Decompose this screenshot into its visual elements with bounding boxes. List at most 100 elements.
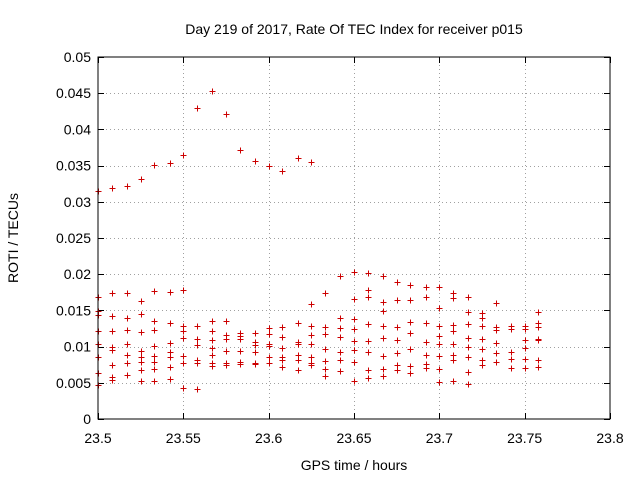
data-point <box>351 347 358 354</box>
data-point <box>407 346 414 353</box>
data-point <box>337 349 344 356</box>
data-point <box>322 366 329 373</box>
data-point <box>351 269 358 276</box>
data-point <box>380 373 387 380</box>
data-point <box>295 155 302 162</box>
data-point <box>308 332 315 339</box>
y-tick-label: 0.05 <box>64 49 91 65</box>
data-point <box>436 379 443 386</box>
data-point <box>124 360 131 367</box>
data-point <box>508 365 515 372</box>
data-point <box>436 323 443 330</box>
data-point <box>266 354 273 361</box>
data-point <box>322 331 329 338</box>
data-point <box>279 357 286 364</box>
y-tick-label: 0.005 <box>56 375 91 391</box>
data-point <box>365 294 372 301</box>
data-point <box>322 324 329 331</box>
data-point <box>194 386 201 393</box>
data-point <box>138 298 145 305</box>
data-point <box>209 318 216 325</box>
data-point <box>351 359 358 366</box>
data-point <box>322 358 329 365</box>
data-point <box>394 297 401 304</box>
data-point <box>180 287 187 294</box>
data-point <box>394 279 401 286</box>
data-point <box>337 334 344 341</box>
data-point <box>308 341 315 348</box>
data-point <box>109 290 116 297</box>
data-point <box>295 357 302 364</box>
x-tick-label: 23.55 <box>166 430 201 446</box>
data-point <box>180 385 187 392</box>
data-point <box>180 152 187 159</box>
data-point <box>209 352 216 359</box>
data-point <box>322 346 329 353</box>
data-point <box>465 294 472 301</box>
data-point <box>436 366 443 373</box>
y-tick-label: 0.02 <box>64 266 91 282</box>
data-point <box>508 326 515 333</box>
data-point <box>109 328 116 335</box>
data-point <box>138 348 145 355</box>
data-point <box>124 352 131 359</box>
data-point <box>365 338 372 345</box>
data-point <box>209 345 216 352</box>
data-point <box>465 309 472 316</box>
data-point <box>223 348 230 355</box>
data-point <box>465 344 472 351</box>
data-point <box>109 362 116 369</box>
data-point <box>167 354 174 361</box>
x-tick-label: 23.65 <box>336 430 371 446</box>
data-point <box>279 168 286 175</box>
plot-frame <box>97 56 611 420</box>
data-point <box>479 323 486 330</box>
data-point <box>138 176 145 183</box>
data-point <box>535 357 542 364</box>
data-point <box>237 348 244 355</box>
data-point <box>337 273 344 280</box>
data-point <box>167 160 174 167</box>
data-point <box>380 323 387 330</box>
data-point <box>493 327 500 334</box>
data-point <box>151 366 158 373</box>
data-point <box>423 320 430 327</box>
data-point <box>151 359 158 366</box>
x-tick-labels: 23.5 23.55 23.6 23.65 23.7 23.75 23.8 <box>84 430 623 446</box>
data-point <box>380 308 387 315</box>
data-point <box>522 326 529 333</box>
data-point <box>365 287 372 294</box>
data-point <box>535 364 542 371</box>
data-point <box>124 315 131 322</box>
data-point <box>522 356 529 363</box>
data-point <box>337 325 344 332</box>
data-point <box>493 300 500 307</box>
data-point <box>436 333 443 340</box>
data-point <box>308 354 315 361</box>
data-point <box>109 377 116 384</box>
data-point <box>493 340 500 347</box>
data-point <box>209 337 216 344</box>
data-point <box>266 360 273 367</box>
data-point <box>450 322 457 329</box>
data-point <box>151 327 158 334</box>
data-point <box>223 318 230 325</box>
data-point <box>124 327 131 334</box>
y-tick-label: 0 <box>83 411 91 427</box>
data-point <box>252 361 259 368</box>
data-point <box>423 352 430 359</box>
data-point <box>365 375 372 382</box>
data-point <box>465 335 472 342</box>
data-point <box>407 282 414 289</box>
data-points <box>95 88 542 393</box>
x-axis-label: GPS time / hours <box>301 457 408 473</box>
data-point <box>465 321 472 328</box>
data-point <box>209 363 216 370</box>
data-point <box>407 319 414 326</box>
x-tick-label: 23.8 <box>596 430 623 446</box>
y-tick-label: 0.01 <box>64 339 91 355</box>
data-point <box>351 316 358 323</box>
data-point <box>508 356 515 363</box>
